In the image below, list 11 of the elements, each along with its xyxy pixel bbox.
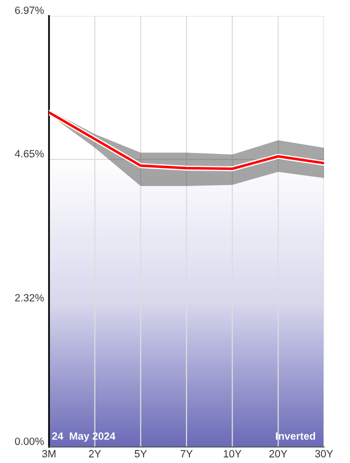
- x-tick-label: 2Y: [88, 450, 101, 458]
- x-tick-label: 7Y: [180, 450, 193, 458]
- x-tick-label: 30Y: [315, 450, 334, 458]
- x-tick-label: 5Y: [134, 450, 147, 458]
- x-tick-label: 3M: [42, 450, 56, 458]
- y-tick-label: 2.32%: [15, 294, 44, 302]
- x-tick-label: 20Y: [269, 450, 288, 458]
- y-tick-label: 0.00%: [15, 438, 44, 445]
- y-tick-label: 6.97%: [15, 6, 44, 14]
- y-tick-label: 4.65%: [14, 150, 44, 158]
- x-tick-label: 10Y: [224, 450, 242, 458]
